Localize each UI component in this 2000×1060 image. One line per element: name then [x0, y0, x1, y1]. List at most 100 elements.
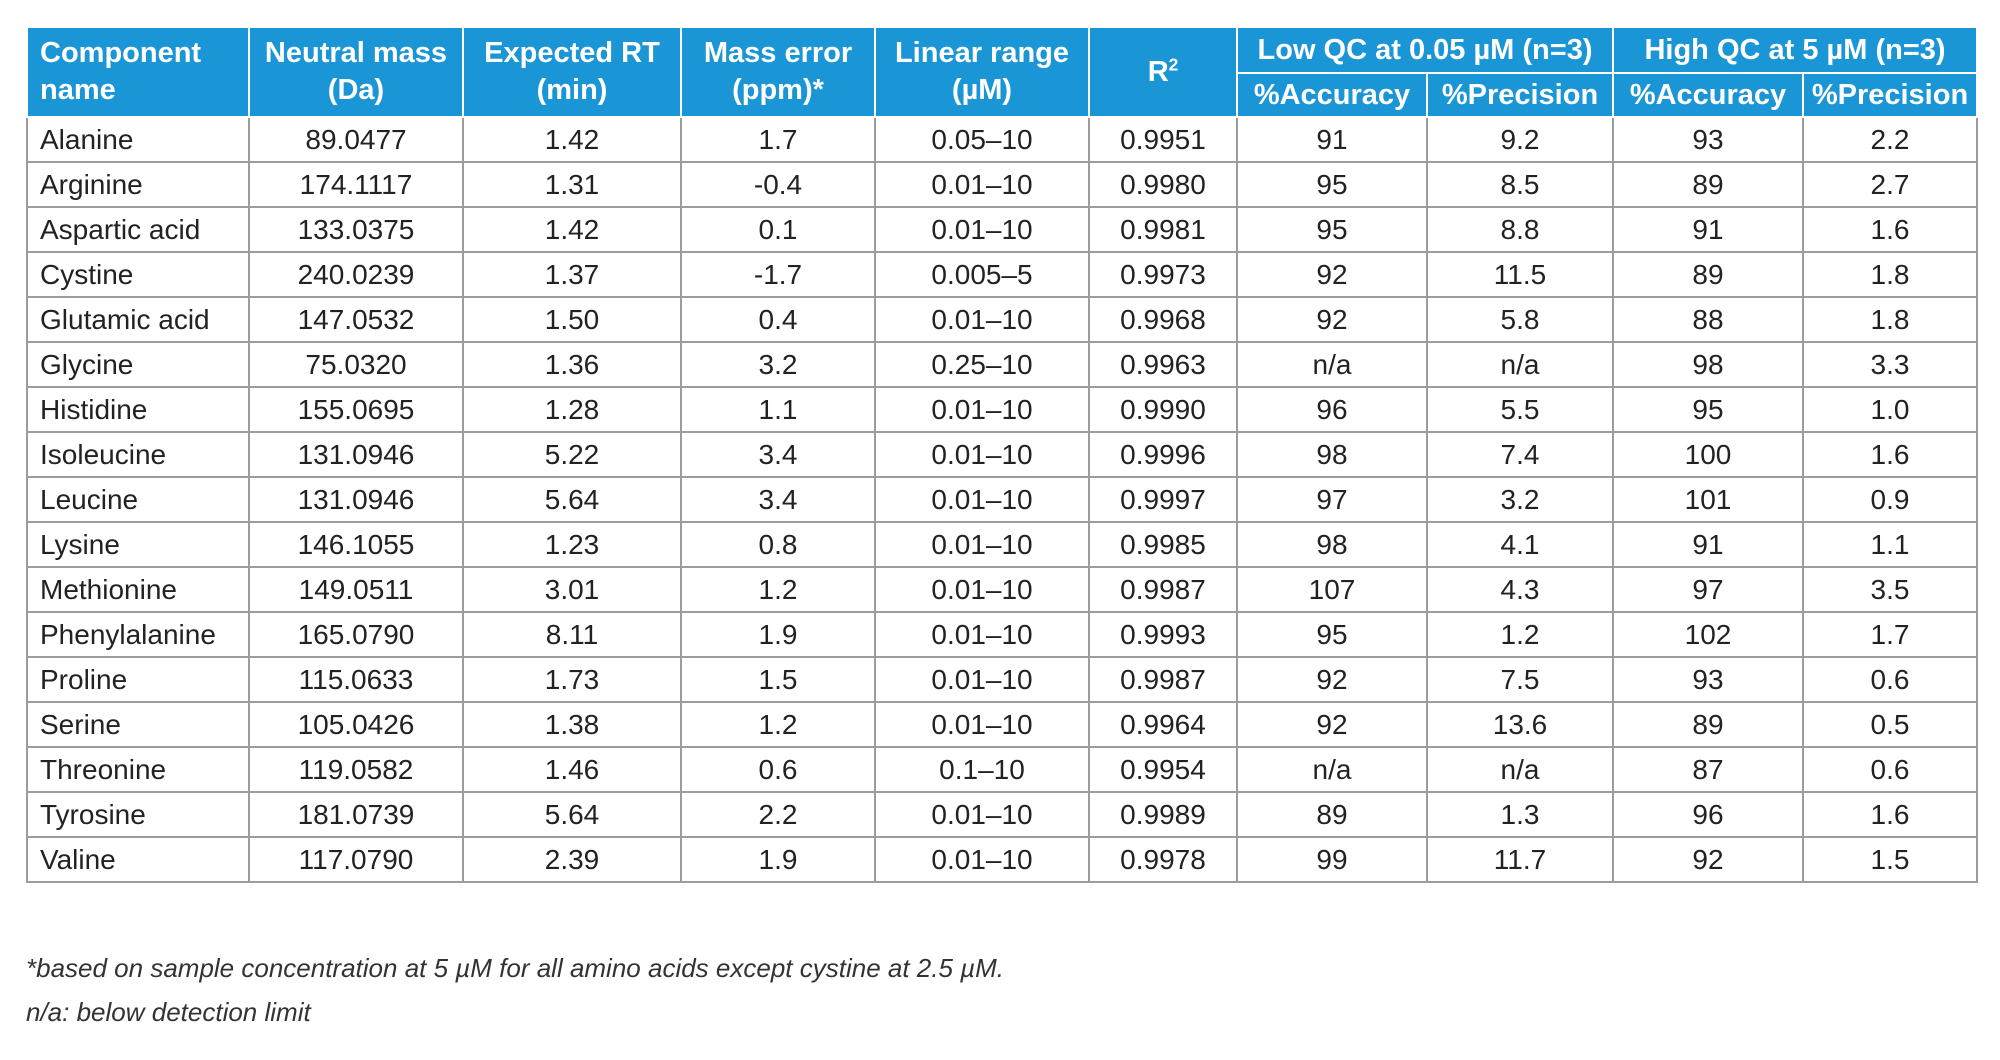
low-qc-accuracy-cell: 91	[1236, 116, 1428, 163]
table-row: Alanine 89.0477 1.42 1.7 0.05–10 0.9951 91 9.2 9…	[26, 116, 1978, 163]
low-qc-precision-cell: n/a	[1426, 746, 1614, 793]
high-qc-precision-cell: 2.7	[1802, 161, 1978, 208]
component-name-cell: Tyrosine	[26, 791, 250, 838]
high-qc-precision-cell: 1.8	[1802, 296, 1978, 343]
low-qc-precision-cell: 11.7	[1426, 836, 1614, 883]
expected-rt-cell: 5.64	[462, 791, 682, 838]
r-squared-cell: 0.9978	[1088, 836, 1238, 883]
low-qc-accuracy-cell: n/a	[1236, 341, 1428, 388]
neutral-mass-cell: 174.1117	[248, 161, 464, 208]
high-qc-precision-cell: 1.6	[1802, 431, 1978, 478]
component-name-cell: Glycine	[26, 341, 250, 388]
header-high-accuracy: %Accuracy	[1612, 72, 1804, 118]
r-squared-cell: 0.9996	[1088, 431, 1238, 478]
r-squared-cell: 0.9989	[1088, 791, 1238, 838]
neutral-mass-cell: 155.0695	[248, 386, 464, 433]
header-mass-error: Mass error (ppm)*	[680, 26, 876, 118]
high-qc-accuracy-cell: 89	[1612, 701, 1804, 748]
low-qc-accuracy-cell: 96	[1236, 386, 1428, 433]
mass-error-cell: 1.9	[680, 836, 876, 883]
low-qc-accuracy-cell: 95	[1236, 161, 1428, 208]
mass-error-cell: 0.6	[680, 746, 876, 793]
high-qc-accuracy-cell: 95	[1612, 386, 1804, 433]
header-r-squared-base: R	[1147, 55, 1169, 88]
expected-rt-cell: 5.22	[462, 431, 682, 478]
linear-range-cell: 0.01–10	[874, 296, 1090, 343]
high-qc-precision-cell: 3.5	[1802, 566, 1978, 613]
high-qc-accuracy-cell: 93	[1612, 656, 1804, 703]
component-name-cell: Methionine	[26, 566, 250, 613]
high-qc-precision-cell: 1.8	[1802, 251, 1978, 298]
neutral-mass-cell: 115.0633	[248, 656, 464, 703]
high-qc-precision-cell: 0.9	[1802, 476, 1978, 523]
expected-rt-cell: 1.28	[462, 386, 682, 433]
r-squared-cell: 0.9980	[1088, 161, 1238, 208]
header-r-squared: R2	[1088, 26, 1238, 118]
r-squared-cell: 0.9968	[1088, 296, 1238, 343]
mass-error-cell: -1.7	[680, 251, 876, 298]
low-qc-accuracy-cell: 97	[1236, 476, 1428, 523]
low-qc-precision-cell: 1.2	[1426, 611, 1614, 658]
low-qc-accuracy-cell: 92	[1236, 701, 1428, 748]
table-row: Cystine 240.0239 1.37 -1.7 0.005–5 0.9973 92 11…	[26, 251, 1978, 298]
high-qc-accuracy-cell: 88	[1612, 296, 1804, 343]
amino-acid-results-table-container: Component name Neutral mass (Da) Expecte…	[26, 26, 1978, 883]
low-qc-precision-cell: 7.4	[1426, 431, 1614, 478]
high-qc-precision-cell: 1.6	[1802, 206, 1978, 253]
component-name-cell: Proline	[26, 656, 250, 703]
linear-range-cell: 0.1–10	[874, 746, 1090, 793]
linear-range-cell: 0.01–10	[874, 791, 1090, 838]
table-row: Methionine 149.0511 3.01 1.2 0.01–10 0.9987 10…	[26, 566, 1978, 613]
linear-range-cell: 0.005–5	[874, 251, 1090, 298]
high-qc-accuracy-cell: 96	[1612, 791, 1804, 838]
high-qc-precision-cell: 2.2	[1802, 116, 1978, 163]
table-row: Isoleucine 131.0946 5.22 3.4 0.01–10 0.9996 98…	[26, 431, 1978, 478]
high-qc-precision-cell: 0.5	[1802, 701, 1978, 748]
footnotes: *based on sample concentration at 5 µM f…	[26, 946, 1004, 1034]
low-qc-accuracy-cell: 99	[1236, 836, 1428, 883]
component-name-cell: Isoleucine	[26, 431, 250, 478]
high-qc-precision-cell: 1.5	[1802, 836, 1978, 883]
component-name-cell: Serine	[26, 701, 250, 748]
table-row: Proline 115.0633 1.73 1.5 0.01–10 0.9987 92 7.5…	[26, 656, 1978, 703]
linear-range-cell: 0.01–10	[874, 431, 1090, 478]
mass-error-cell: 0.4	[680, 296, 876, 343]
expected-rt-cell: 2.39	[462, 836, 682, 883]
high-qc-precision-cell: 1.0	[1802, 386, 1978, 433]
neutral-mass-cell: 131.0946	[248, 431, 464, 478]
low-qc-precision-cell: 5.8	[1426, 296, 1614, 343]
low-qc-precision-cell: 11.5	[1426, 251, 1614, 298]
linear-range-cell: 0.01–10	[874, 476, 1090, 523]
table-row: Threonine 119.0582 1.46 0.6 0.1–10 0.9954 n/a n…	[26, 746, 1978, 793]
low-qc-accuracy-cell: 107	[1236, 566, 1428, 613]
high-qc-accuracy-cell: 89	[1612, 251, 1804, 298]
header-high-qc-group: High QC at 5 µM (n=3)	[1612, 26, 1978, 74]
linear-range-cell: 0.01–10	[874, 611, 1090, 658]
neutral-mass-cell: 147.0532	[248, 296, 464, 343]
expected-rt-cell: 1.73	[462, 656, 682, 703]
neutral-mass-cell: 131.0946	[248, 476, 464, 523]
expected-rt-cell: 3.01	[462, 566, 682, 613]
linear-range-cell: 0.05–10	[874, 116, 1090, 163]
low-qc-precision-cell: 9.2	[1426, 116, 1614, 163]
linear-range-cell: 0.01–10	[874, 566, 1090, 613]
low-qc-accuracy-cell: 92	[1236, 251, 1428, 298]
low-qc-precision-cell: 7.5	[1426, 656, 1614, 703]
low-qc-precision-cell: 3.2	[1426, 476, 1614, 523]
component-name-cell: Threonine	[26, 746, 250, 793]
r-squared-cell: 0.9964	[1088, 701, 1238, 748]
component-name-cell: Alanine	[26, 116, 250, 163]
neutral-mass-cell: 105.0426	[248, 701, 464, 748]
low-qc-accuracy-cell: n/a	[1236, 746, 1428, 793]
high-qc-accuracy-cell: 89	[1612, 161, 1804, 208]
header-low-precision: %Precision	[1426, 72, 1614, 118]
r-squared-cell: 0.9963	[1088, 341, 1238, 388]
expected-rt-cell: 1.42	[462, 116, 682, 163]
footnote-na: n/a: below detection limit	[26, 997, 311, 1027]
component-name-cell: Glutamic acid	[26, 296, 250, 343]
r-squared-cell: 0.9990	[1088, 386, 1238, 433]
linear-range-cell: 0.01–10	[874, 386, 1090, 433]
r-squared-cell: 0.9987	[1088, 656, 1238, 703]
component-name-cell: Valine	[26, 836, 250, 883]
high-qc-accuracy-cell: 91	[1612, 206, 1804, 253]
